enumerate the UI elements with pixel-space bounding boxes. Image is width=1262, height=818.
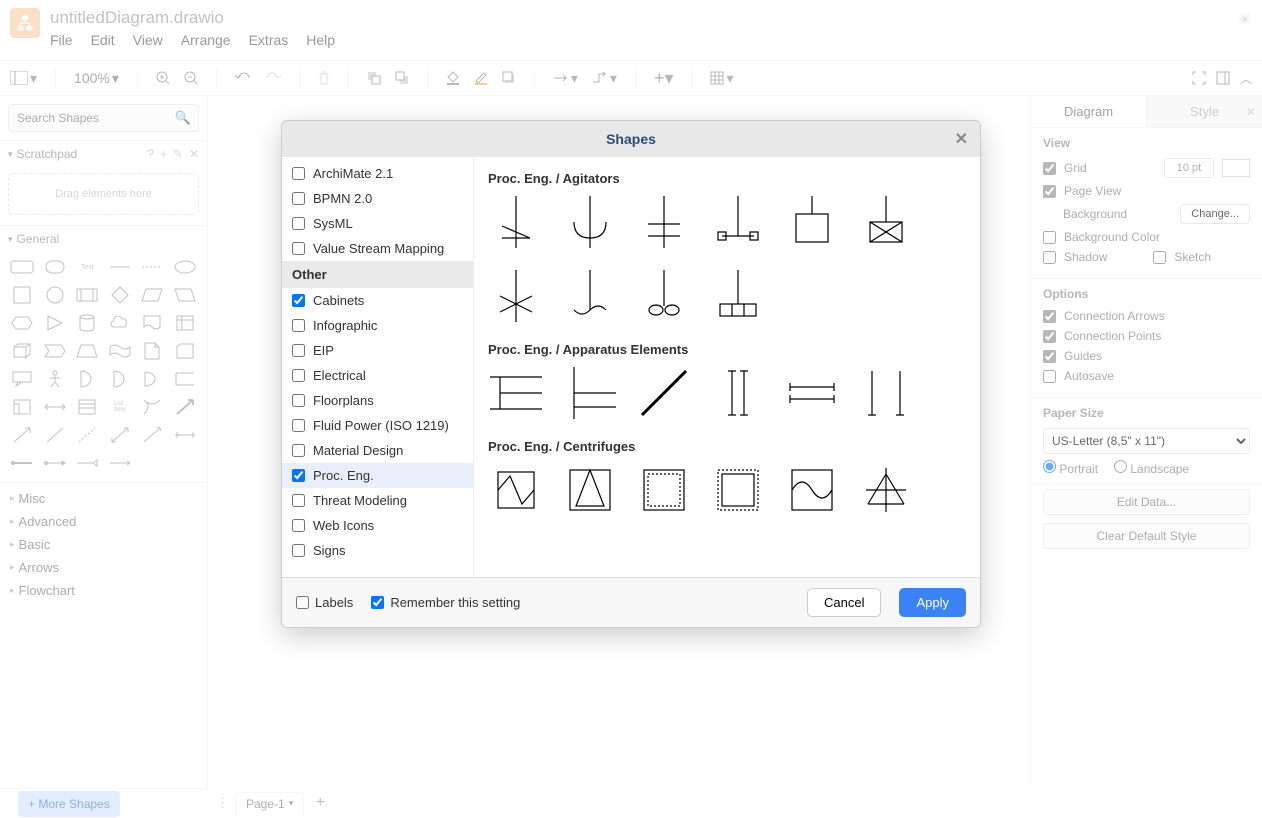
apply-button[interactable]: Apply [899,588,966,617]
centrifuge-4[interactable] [710,462,766,518]
dialog-close-icon[interactable]: ✕ [955,129,968,149]
cat-floorplans[interactable]: Floorplans [282,388,473,413]
shape-preview: Proc. Eng. / Agitators Proc. Eng. / Appa… [474,157,980,577]
agitator-4[interactable] [710,194,766,250]
agitator-10[interactable] [710,268,766,324]
category-list: ArchiMate 2.1 BPMN 2.0 SysML Value Strea… [282,157,474,577]
cat-cabinets[interactable]: Cabinets [282,288,473,313]
cat-fluidpower[interactable]: Fluid Power (ISO 1219) [282,413,473,438]
shapes-dialog: Shapes ✕ ArchiMate 2.1 BPMN 2.0 SysML Va… [281,120,981,628]
apparatus-3[interactable] [636,365,692,421]
agitator-9[interactable] [636,268,692,324]
centrifuge-3[interactable] [636,462,692,518]
cat-header-other: Other [282,261,473,288]
agitator-7[interactable] [488,268,544,324]
cat-threat[interactable]: Threat Modeling [282,488,473,513]
remember-check[interactable] [371,596,384,609]
cat-material[interactable]: Material Design [282,438,473,463]
apparatus-5[interactable] [784,365,840,421]
cat-proceng[interactable]: Proc. Eng. [282,463,473,488]
agitator-8[interactable] [562,268,618,324]
agitator-1[interactable] [488,194,544,250]
cat-signs[interactable]: Signs [282,538,473,563]
centrifuge-5[interactable] [784,462,840,518]
apparatus-2[interactable] [562,365,618,421]
labels-check[interactable] [296,596,309,609]
centrifuge-2[interactable] [562,462,618,518]
cat-eip[interactable]: EIP [282,338,473,363]
modal-backdrop: Shapes ✕ ArchiMate 2.1 BPMN 2.0 SysML Va… [0,0,1262,818]
apparatus-4[interactable] [710,365,766,421]
dialog-title: Shapes ✕ [282,121,980,157]
cat-archimate[interactable]: ArchiMate 2.1 [282,161,473,186]
cancel-button[interactable]: Cancel [807,588,881,617]
cat-electrical[interactable]: Electrical [282,363,473,388]
agitator-3[interactable] [636,194,692,250]
apparatus-6[interactable] [858,365,914,421]
apparatus-1[interactable] [488,365,544,421]
cat-webicons[interactable]: Web Icons [282,513,473,538]
agitator-6[interactable] [858,194,914,250]
agitator-5[interactable] [784,194,840,250]
centrifuge-6[interactable] [858,462,914,518]
agitator-2[interactable] [562,194,618,250]
cat-sysml[interactable]: SysML [282,211,473,236]
cat-bpmn[interactable]: BPMN 2.0 [282,186,473,211]
cat-vsm[interactable]: Value Stream Mapping [282,236,473,261]
centrifuge-1[interactable] [488,462,544,518]
cat-infographic[interactable]: Infographic [282,313,473,338]
